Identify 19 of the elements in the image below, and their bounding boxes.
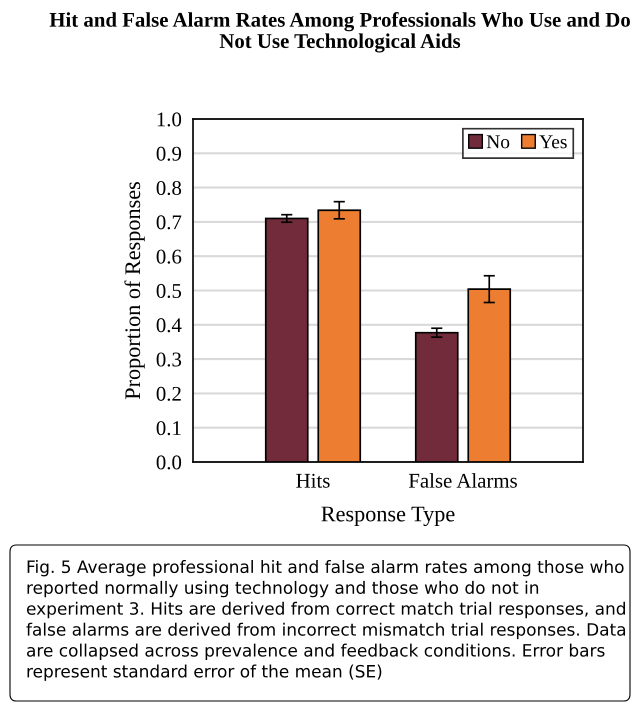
legend-label: Yes bbox=[539, 135, 567, 148]
y-tick-label: 1.0 bbox=[158, 112, 182, 127]
y-tick-label: 0.0 bbox=[156, 455, 182, 470]
x-axis-title: Response Type bbox=[321, 506, 454, 526]
caption: Fig. 5 Average professional hit and false alarm rates among those who reported normally using technology and those who do not in experiment 3. Hits are derived from correct match trial responses, and false alarms are derived from incorrect mismatch trial responses. Data are collapsed across prevalence and feedback conditions. Error bars represent standard error of the mean (SE) bbox=[26, 560, 626, 681]
y-tick-label: 0.3 bbox=[156, 352, 182, 367]
x-tick-label: Hits bbox=[296, 474, 330, 488]
legend-label: No bbox=[486, 135, 510, 148]
y-tick-label: 0.1 bbox=[156, 421, 181, 436]
x-tick-label: False Alarms bbox=[408, 473, 517, 488]
y-tick-label: 0.6 bbox=[156, 250, 182, 264]
y-tick-label: 0.4 bbox=[156, 318, 182, 332]
chart-title: Hit and False Alarm Rates Among Professionals Who Use and Do Not Use Technological Aids bbox=[50, 12, 630, 52]
y-tick-label: 0.7 bbox=[156, 215, 182, 230]
y-tick-label: 0.2 bbox=[156, 386, 181, 401]
y-tick-label: 0.5 bbox=[156, 284, 182, 298]
y-tick-label: 0.8 bbox=[156, 180, 182, 196]
y-axis-title: Proportion of Responses bbox=[124, 182, 145, 400]
y-tick-label: 0.9 bbox=[156, 146, 182, 161]
